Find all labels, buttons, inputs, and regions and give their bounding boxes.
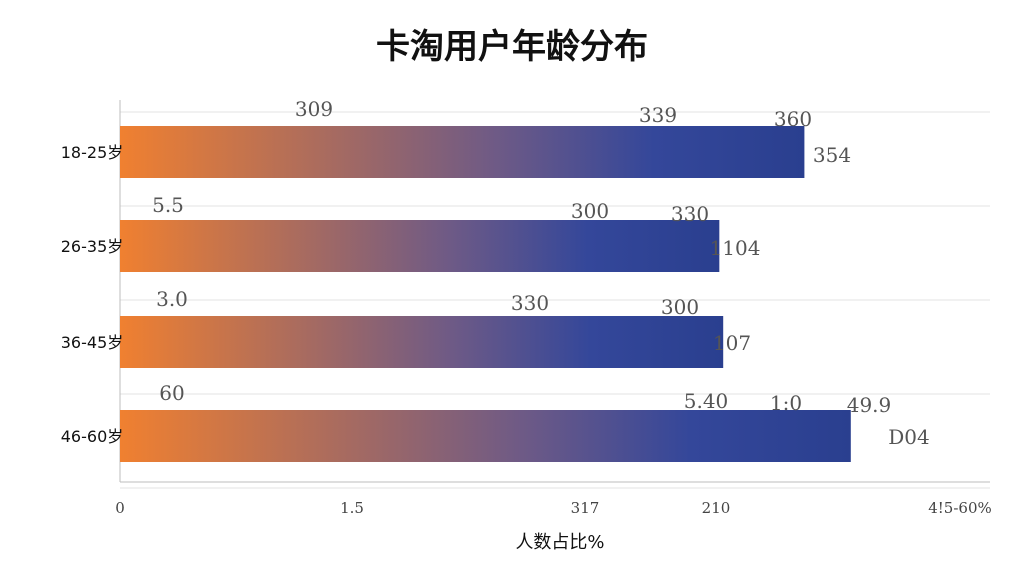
data-label: 309: [295, 97, 333, 121]
bar-26-35岁: [120, 220, 720, 272]
x-axis-label: 人数占比%: [515, 532, 604, 553]
data-label: 354: [813, 143, 851, 167]
data-label: 330: [511, 291, 549, 315]
data-label: 5.5: [152, 193, 184, 217]
bar-18-25岁: [120, 126, 805, 178]
data-label: 1:0: [770, 391, 802, 415]
chart-title: 卡淘用户年龄分布: [376, 27, 648, 67]
data-label: 360: [774, 107, 812, 131]
data-label: D04: [888, 425, 929, 449]
category-label: 18-25岁: [61, 143, 124, 162]
category-label: 26-35岁: [61, 237, 124, 256]
data-label: 107: [713, 331, 751, 355]
x-tick-labels: 0 1.5 317 210 4!5-60%: [115, 499, 992, 517]
data-label: 60: [159, 381, 184, 405]
category-label: 36-45岁: [61, 333, 124, 352]
data-label: 5.40: [684, 389, 729, 413]
x-tick-label: 317: [571, 499, 600, 517]
data-label: 330: [671, 202, 709, 226]
category-labels: 18-25岁 26-35岁 36-45岁 46-60岁: [61, 143, 124, 446]
x-tick-label: 0: [115, 499, 125, 517]
bar-46-60岁: [120, 410, 851, 462]
data-label: 300: [571, 199, 609, 223]
data-label: 1104: [710, 236, 761, 260]
data-label: 300: [661, 295, 699, 319]
data-label: 3.0: [156, 287, 188, 311]
bars: [120, 126, 851, 462]
x-tick-label: 210: [702, 499, 731, 517]
category-label: 46-60岁: [61, 427, 124, 446]
data-label: 339: [639, 103, 677, 127]
data-label: 49.9: [847, 393, 892, 417]
x-tick-label: 1.5: [340, 499, 364, 517]
x-tick-label: 4!5-60%: [928, 499, 992, 517]
bar-36-45岁: [120, 316, 724, 368]
